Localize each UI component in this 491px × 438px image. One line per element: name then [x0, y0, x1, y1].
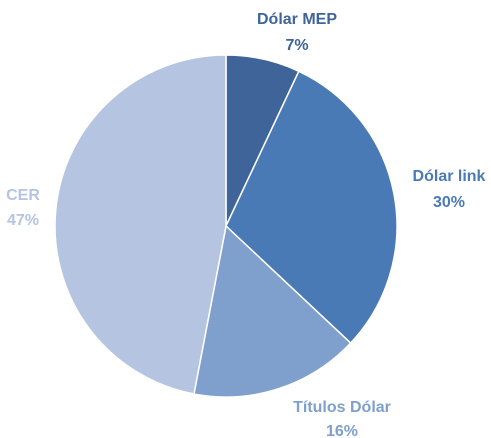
pie-slice-cer — [54, 54, 227, 395]
slice-label-dolar-mep: Dólar MEP — [257, 11, 337, 28]
pie-slices — [54, 54, 398, 398]
pie-slice-titulos-dolar — [193, 224, 352, 398]
slice-value-titulos-dolar: 16% — [326, 423, 358, 438]
slice-label-dolar-link: Dólar link — [413, 168, 486, 185]
slice-value-dolar-mep: 7% — [285, 37, 308, 54]
slice-label-cer: CER — [6, 187, 40, 204]
slice-label-titulos-dolar: Títulos Dólar — [293, 399, 391, 416]
slice-value-dolar-link: 30% — [433, 194, 465, 211]
pie-labels: Dólar MEP 7% Dólar link 30% Títulos Dólar 16%… — [6, 11, 485, 438]
slice-value-cer: 47% — [7, 212, 39, 229]
pie-slice-dolar-link — [225, 70, 398, 345]
